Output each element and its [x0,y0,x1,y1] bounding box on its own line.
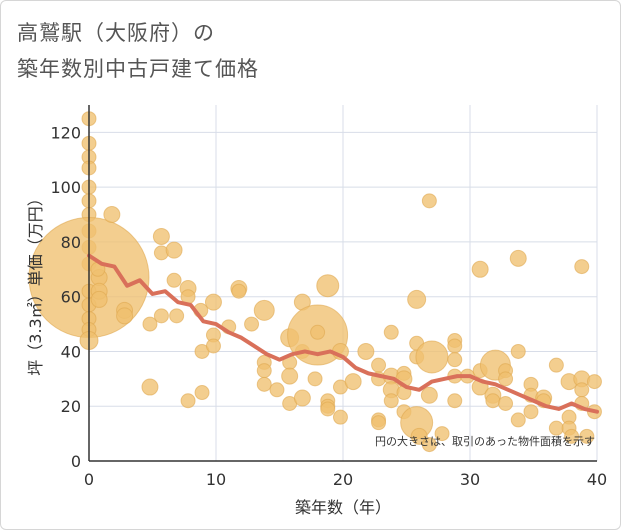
data-bubble [166,272,182,288]
y-axis-label: 坪（3.3㎡）単価（万円） [26,190,45,375]
data-bubble [498,371,514,387]
data-bubble [574,382,590,398]
data-bubble [579,428,595,444]
data-bubble [415,340,449,374]
data-bubble [231,283,247,299]
data-bubble [332,409,348,425]
data-bubble [447,338,463,354]
trend-layer [87,253,599,414]
data-bubble [383,324,399,340]
bubble-size-note: 円の大きさは、取引のあった物件面積を示す [375,434,595,448]
y-tick-label: 80 [61,233,81,252]
data-bubble [256,363,272,379]
data-bubble [103,206,121,224]
data-bubble [142,316,158,332]
data-bubble [564,428,580,444]
data-bubble [344,373,362,391]
data-bubble [510,343,526,359]
data-bubble [523,404,539,420]
data-bubble [269,382,285,398]
data-bubble [510,412,526,428]
data-bubble [316,274,340,298]
x-tick-label: 20 [333,470,353,489]
data-bubble [153,308,169,324]
tick-labels: 0 20 40 60 80 100 120 0 10 20 30 40 [50,123,607,489]
trend-line [87,253,599,414]
data-bubble [421,437,437,453]
bubble-layer [28,111,602,453]
x-tick-label: 10 [206,470,226,489]
data-bubble [169,308,185,324]
x-tick-label: 30 [460,470,480,489]
data-bubble [253,299,275,321]
data-bubble [165,241,183,259]
data-bubble [320,401,336,417]
data-bubble [152,227,170,245]
data-bubble [421,193,437,209]
x-tick-label: 40 [587,470,607,489]
data-bubble [548,357,564,373]
data-bubble [447,352,463,368]
data-bubble [281,367,299,385]
y-tick-label: 100 [50,178,81,197]
data-bubble [244,316,260,332]
data-bubble [447,393,463,409]
y-tick-label: 120 [50,123,81,142]
axes [88,105,597,462]
data-bubble [194,385,210,401]
data-bubble [141,378,159,396]
chart-title-line2: 築年数別中古戸建て価格 [17,57,259,81]
data-bubble [485,393,501,409]
y-tick-label: 40 [61,342,81,361]
data-bubble [256,376,272,392]
chart-title-line1: 高鷲駅（大阪府）の [17,21,215,45]
data-bubble [586,374,602,390]
y-tick-label: 60 [61,288,81,307]
data-bubble [509,249,527,267]
data-bubble [498,395,514,411]
data-bubble [434,426,450,442]
data-bubble [205,338,221,354]
data-bubble [357,342,375,360]
y-tick-label: 20 [61,397,81,416]
data-bubble [548,420,564,436]
data-bubble [371,357,387,373]
data-bubble [471,260,489,278]
data-bubble [407,289,427,309]
data-bubble [310,324,326,340]
data-bubble [420,386,438,404]
x-tick-label: 0 [84,470,94,489]
y-tick-label: 0 [71,452,81,471]
data-bubble [574,259,590,275]
data-bubble [90,290,108,308]
x-axis-label: 築年数（年） [295,498,391,517]
data-bubble [293,389,311,407]
data-bubble [180,393,196,409]
data-bubble [116,307,134,325]
data-bubble [307,371,323,387]
data-bubble [204,293,222,311]
data-bubble [371,415,387,431]
grid-lines [88,105,598,462]
data-bubble [383,393,399,409]
